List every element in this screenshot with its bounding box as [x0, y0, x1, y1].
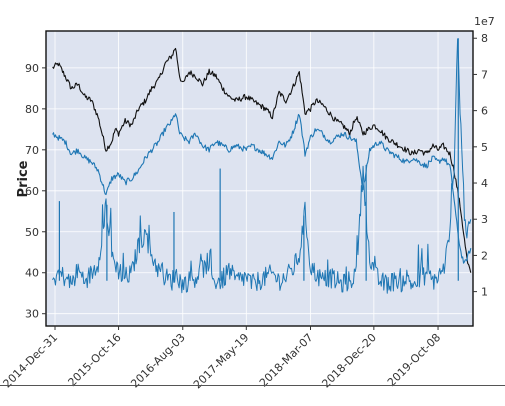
- plot-background: [46, 31, 473, 326]
- right-axis: 1 2 3 4 5 6 7 8: [473, 32, 488, 299]
- x-tick-label: 2017-May-19: [191, 331, 251, 391]
- y-tick-label: 60: [25, 185, 39, 198]
- y2-tick-label: 5: [481, 141, 488, 154]
- y-tick-label: 70: [25, 144, 39, 157]
- y2-tick-label: 4: [481, 177, 488, 190]
- y2-tick-label: 3: [481, 213, 488, 226]
- x-tick-label: 2019-Oct-08: [385, 331, 443, 389]
- x-tick-label: 2014-Dec-31: [1, 331, 61, 391]
- series-line-0: [52, 47, 472, 273]
- x-tick-label: 2015-Oct-16: [66, 331, 124, 389]
- y2-tick-label: 1: [481, 286, 488, 299]
- x-tick-label: 2016-Aug-03: [128, 331, 188, 391]
- series-line-2: [52, 38, 472, 294]
- y-tick-label: 50: [25, 226, 39, 239]
- y-tick-label: 90: [25, 62, 39, 75]
- y-tick-label: 30: [25, 308, 39, 321]
- y-tick-label: 80: [25, 103, 39, 116]
- y2-tick-label: 7: [481, 68, 488, 81]
- y-tick-label: 40: [25, 267, 39, 280]
- left-axis: 30 40 50 60 70 80 90: [25, 62, 46, 321]
- bottom-divider: [0, 385, 505, 386]
- y-axis-label: Price: [16, 160, 31, 197]
- series-line-1: [52, 113, 472, 264]
- right-axis-scale-label: 1e7: [474, 15, 495, 28]
- x-tick-label: 2018-Mar-07: [257, 331, 316, 390]
- y2-tick-label: 6: [481, 105, 488, 118]
- y2-tick-label: 2: [481, 249, 488, 262]
- y2-tick-label: 8: [481, 32, 488, 45]
- series-layer: [52, 38, 472, 294]
- date-axis: 2014-Dec-31 2015-Oct-16 2016-Aug-03 2017-Ma…: [1, 326, 443, 391]
- plot-frame: [45, 30, 474, 327]
- x-tick-label: 2018-Dec-20: [319, 331, 379, 391]
